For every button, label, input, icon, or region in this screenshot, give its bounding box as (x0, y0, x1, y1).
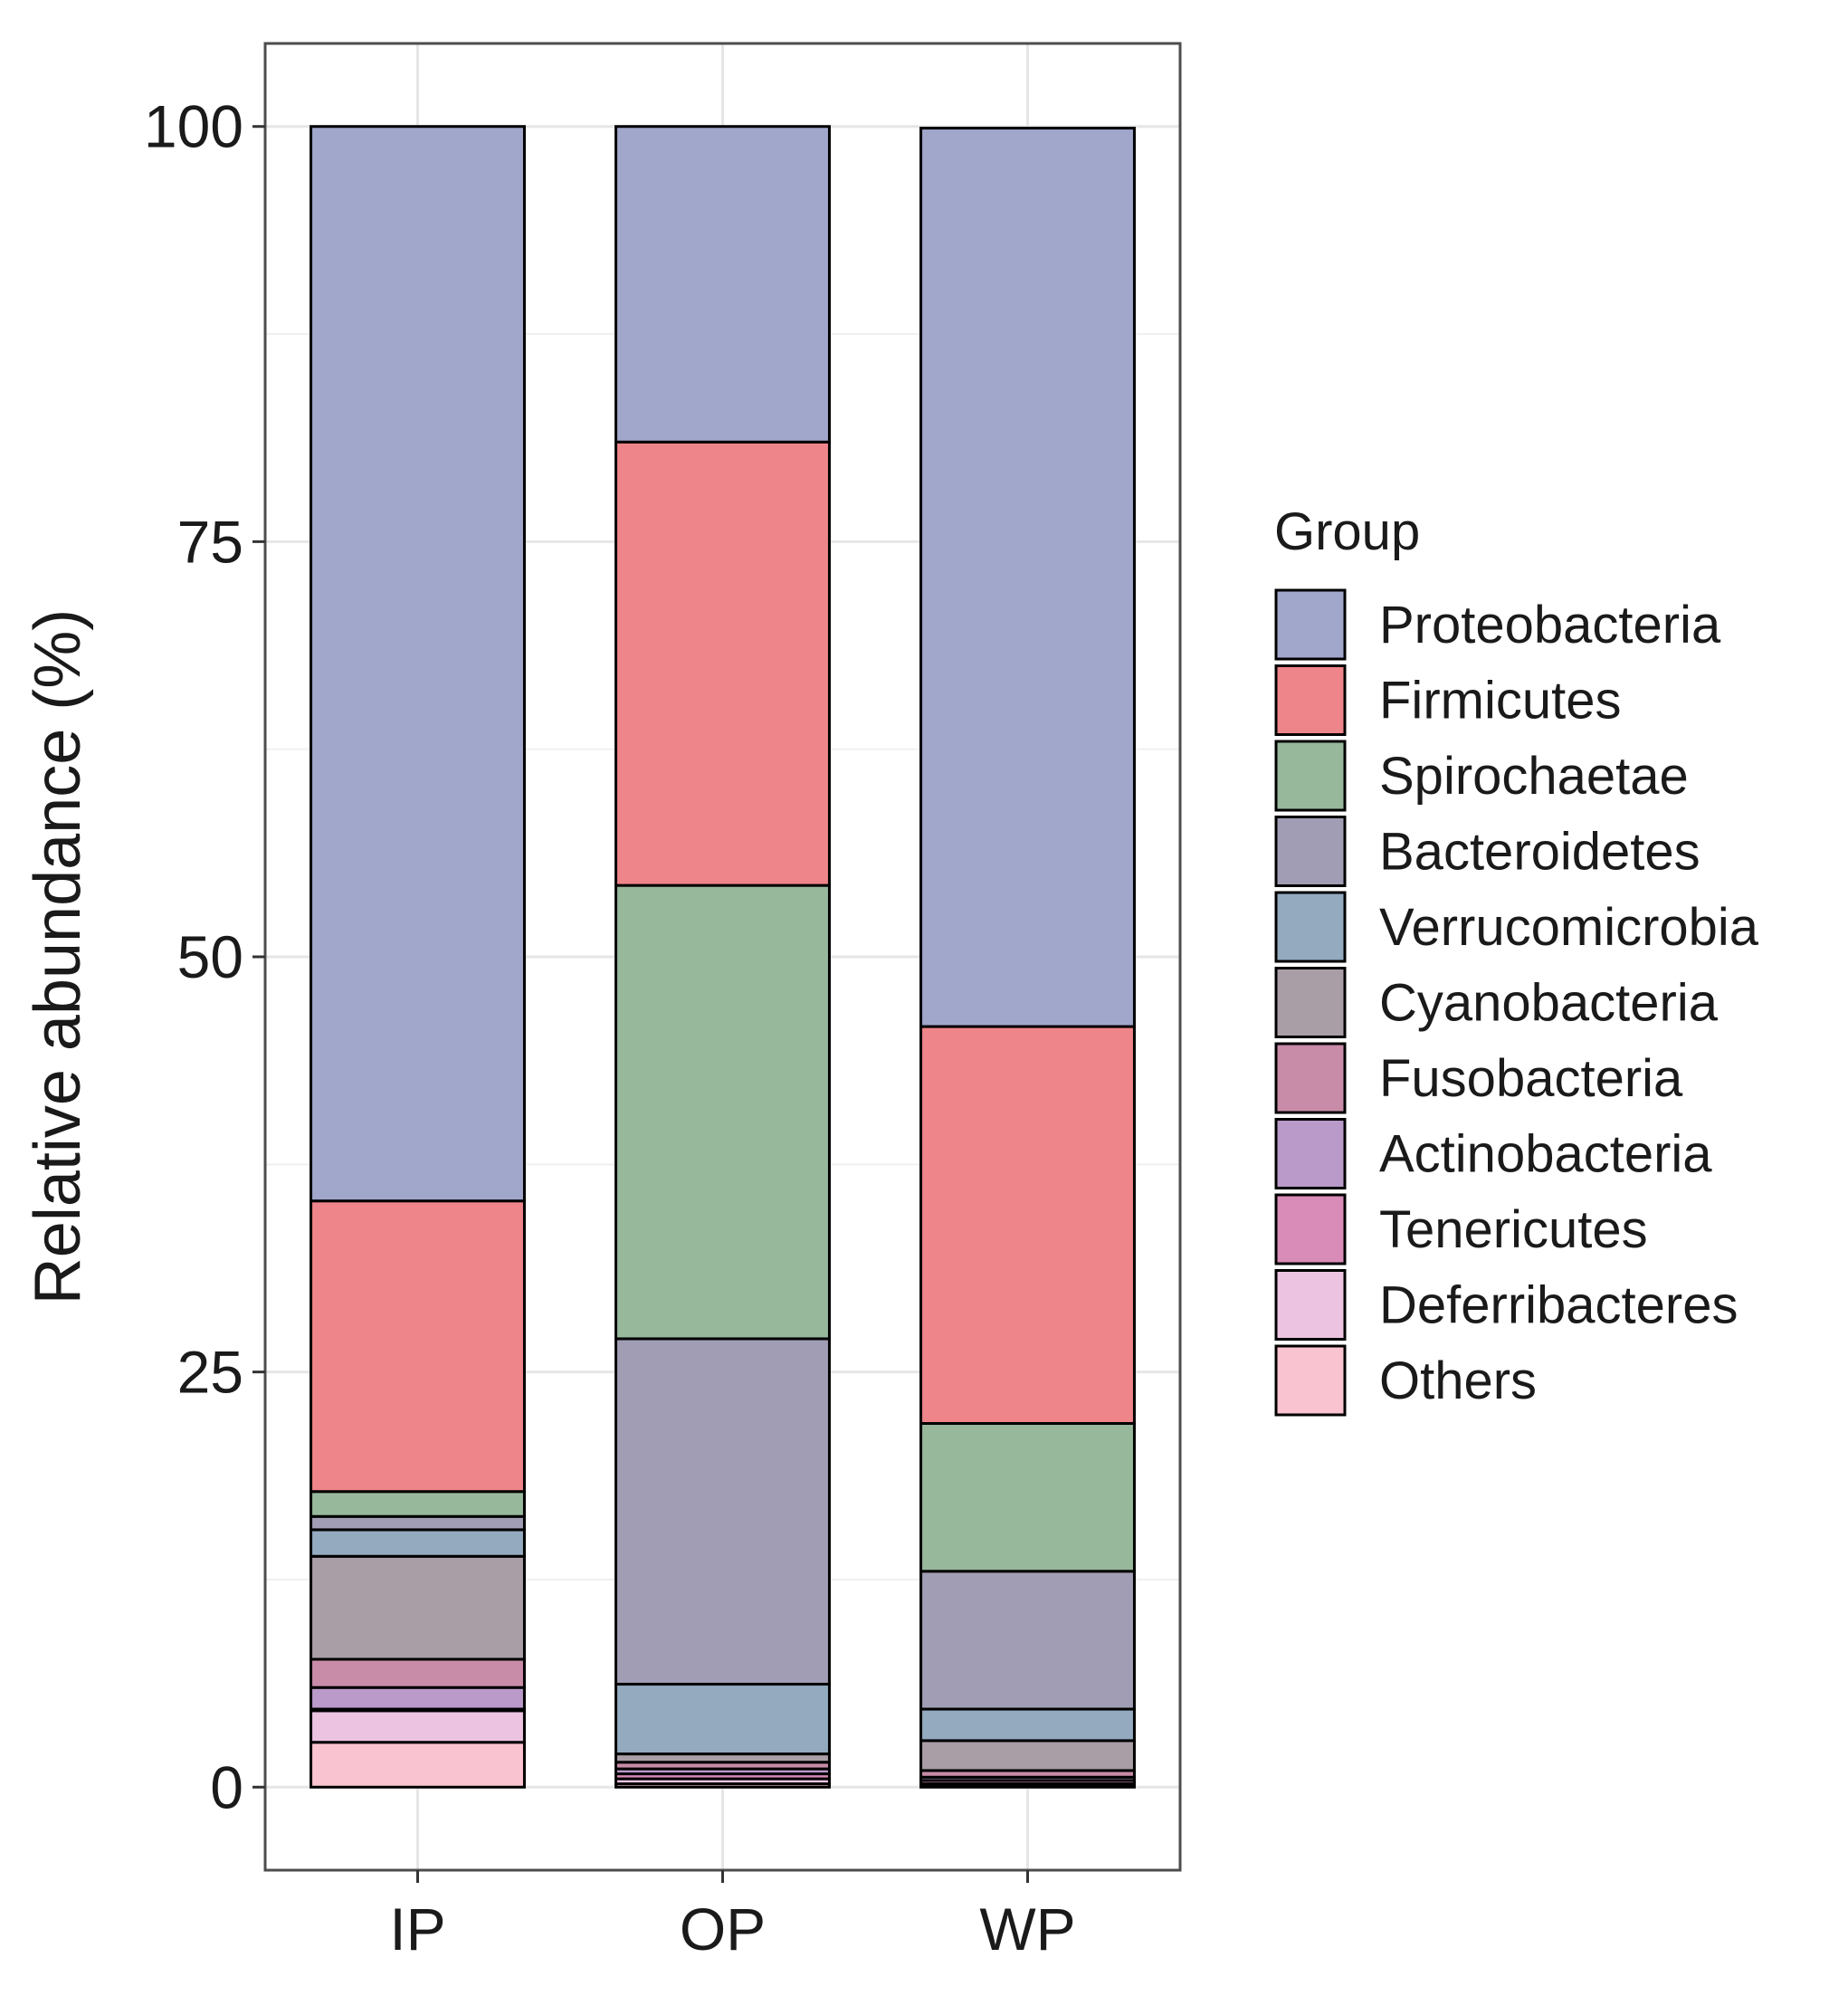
legend-swatch-deferribacteres (1274, 1269, 1347, 1341)
bar-segment-wp-proteobacteria (919, 127, 1136, 1028)
legend-item-fusobacteria: Fusobacteria (1274, 1042, 1683, 1114)
legend-swatch-fusobacteria (1274, 1042, 1347, 1114)
y-axis-title: Relative abundance (%) (22, 609, 94, 1304)
bar-segment-ip-fusobacteria (310, 1657, 526, 1689)
legend-title: Group (1274, 502, 1420, 561)
legend-item-others: Others (1274, 1344, 1537, 1417)
bar-segment-ip-actinobacteria (310, 1686, 526, 1711)
legend-swatch-firmicutes (1274, 664, 1347, 736)
legend-swatch-cyanobacteria (1274, 967, 1347, 1038)
bar-segment-op-proteobacteria (614, 125, 831, 444)
legend-swatch-proteobacteria (1274, 588, 1347, 661)
legend-swatch-verrucomicrobia (1274, 891, 1347, 963)
legend: Proteobacteria Firmicutes Spirochaetae Bact… (1274, 588, 1759, 1417)
bar-segment-ip-spirochaetae (310, 1490, 526, 1518)
legend-item-firmicutes: Firmicutes (1274, 664, 1621, 736)
y-tick-label: 25 (177, 1339, 243, 1406)
bar-segment-ip-cyanobacteria (310, 1554, 526, 1661)
legend-label-verrucomicrobia: Verrucomicrobia (1379, 898, 1759, 957)
legend-label-spirochaetae: Spirochaetae (1379, 747, 1689, 806)
legend-label-firmicutes: Firmicutes (1379, 672, 1621, 731)
legend-item-bacteroidetes: Bacteroidetes (1274, 816, 1700, 887)
legend-item-deferribacteres: Deferribacteres (1274, 1269, 1738, 1341)
legend-label-proteobacteria: Proteobacteria (1379, 596, 1721, 654)
legend-item-verrucomicrobia: Verrucomicrobia (1274, 891, 1759, 963)
bar-segment-wp-cyanobacteria (919, 1739, 1136, 1772)
legend-label-actinobacteria: Actinobacteria (1379, 1125, 1712, 1184)
legend-label-others: Others (1379, 1351, 1537, 1410)
y-tick-label: 50 (177, 923, 243, 990)
x-tick-label-op: OP (680, 1896, 766, 1962)
bar-segment-ip-bacteroidetes (310, 1514, 526, 1532)
legend-swatch-spirochaetae (1274, 740, 1347, 812)
bar-segment-ip-deferribacteres (310, 1709, 526, 1744)
bar-stack-op (614, 125, 831, 1789)
bar-segment-op-spirochaetae (614, 883, 831, 1341)
bar-segment-wp-spirochaetae (919, 1422, 1136, 1573)
bar-segment-op-bacteroidetes (614, 1337, 831, 1686)
x-tick-label-wp: WP (979, 1896, 1075, 1962)
legend-item-proteobacteria: Proteobacteria (1274, 588, 1721, 661)
bar-segment-op-firmicutes (614, 440, 831, 887)
legend-item-actinobacteria: Actinobacteria (1274, 1118, 1712, 1189)
legend-label-bacteroidetes: Bacteroidetes (1379, 823, 1700, 882)
legend-label-fusobacteria: Fusobacteria (1379, 1049, 1683, 1108)
legend-swatch-others (1274, 1344, 1347, 1417)
legend-label-cyanobacteria: Cyanobacteria (1379, 974, 1719, 1033)
bar-segment-ip-verrucomicrobia (310, 1528, 526, 1558)
bar-segment-ip-proteobacteria (310, 125, 526, 1203)
bar-segment-ip-firmicutes (310, 1199, 526, 1494)
legend-item-spirochaetae: Spirochaetae (1274, 740, 1689, 812)
legend-swatch-tenericutes (1274, 1193, 1347, 1265)
bar-stack-ip (310, 125, 526, 1789)
y-tick-label: 100 (144, 93, 243, 160)
y-tick-label: 75 (177, 508, 243, 575)
bar-stack-wp (919, 127, 1136, 1789)
legend-item-tenericutes: Tenericutes (1274, 1193, 1648, 1265)
legend-label-tenericutes: Tenericutes (1379, 1200, 1648, 1259)
bar-segment-wp-firmicutes (919, 1025, 1136, 1426)
bar-segment-op-verrucomicrobia (614, 1683, 831, 1756)
y-tick-label: 0 (210, 1753, 243, 1820)
legend-item-cyanobacteria: Cyanobacteria (1274, 967, 1719, 1038)
bar-segment-wp-verrucomicrobia (919, 1707, 1136, 1743)
bar-segment-wp-bacteroidetes (919, 1570, 1136, 1711)
legend-swatch-actinobacteria (1274, 1118, 1347, 1189)
legend-swatch-bacteroidetes (1274, 816, 1347, 887)
legend-label-deferribacteres: Deferribacteres (1379, 1276, 1738, 1335)
x-tick-label-ip: IP (389, 1896, 445, 1962)
bar-segment-ip-others (310, 1741, 526, 1789)
